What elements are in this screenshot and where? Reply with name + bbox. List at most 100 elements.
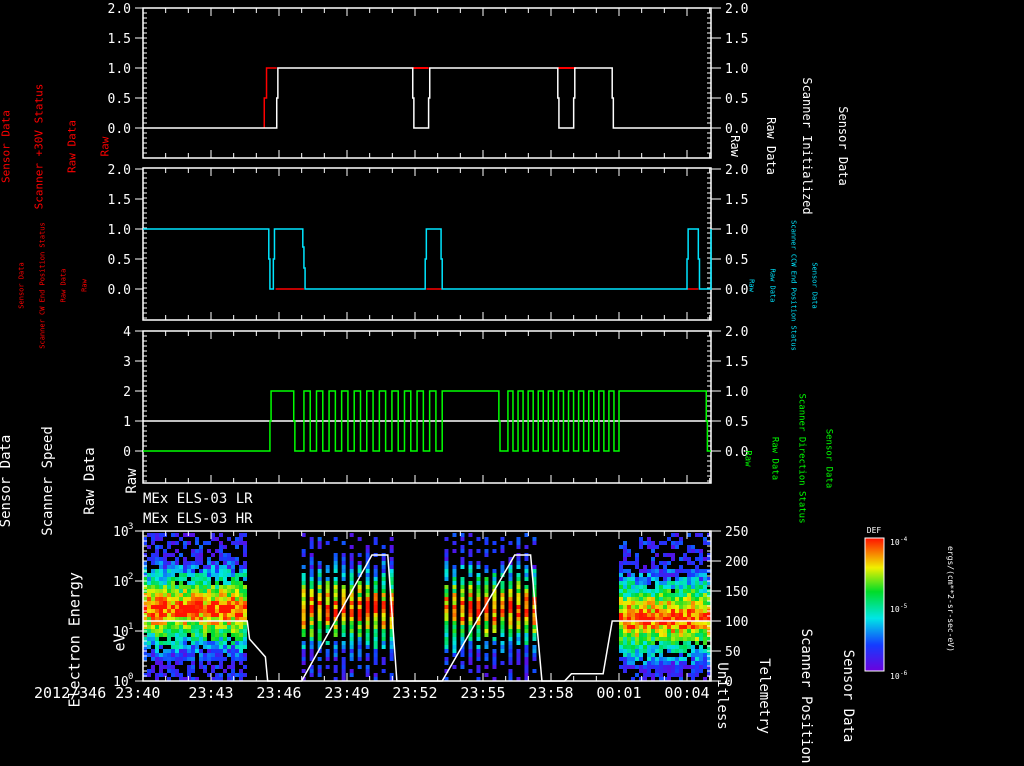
- x-tick-label: 23:49: [324, 684, 370, 702]
- spectrogram-title-lr: MEx ELS-03 LR: [143, 491, 253, 507]
- colorbar-title: DEF: [866, 526, 882, 535]
- svg-text:10: 10: [113, 625, 129, 640]
- svg-text:-6: -6: [900, 670, 908, 677]
- label-line: Raw: [124, 468, 140, 494]
- series-ccw-end-position: [143, 228, 712, 290]
- x-tick-label: 00:04: [664, 684, 710, 702]
- label-line: Telemetry: [756, 658, 772, 734]
- svg-text:1: 1: [123, 415, 131, 430]
- label-line: Scanner Speed: [40, 426, 56, 536]
- colorbar: [864, 537, 885, 672]
- svg-text:10: 10: [890, 538, 900, 547]
- svg-text:2: 2: [128, 572, 133, 582]
- label-line: Raw Data: [59, 268, 68, 303]
- series-scanner-initialized: [143, 67, 711, 129]
- spectrogram-heatmap: [143, 533, 711, 681]
- svg-text:0.0: 0.0: [108, 122, 131, 137]
- label-line: Raw: [747, 279, 756, 292]
- svg-text:1.5: 1.5: [725, 355, 748, 370]
- svg-text:3: 3: [123, 355, 131, 370]
- x-tick-label: 23:52: [392, 684, 438, 702]
- svg-text:1.5: 1.5: [725, 193, 748, 208]
- svg-text:10: 10: [890, 605, 900, 614]
- x-tick-label: 23:43: [188, 684, 234, 702]
- x-axis-start-label: 2012/346 23:40: [34, 684, 161, 702]
- svg-text:0.5: 0.5: [725, 92, 748, 107]
- label-line: Raw: [80, 279, 89, 292]
- svg-text:200: 200: [725, 555, 748, 570]
- svg-text:4: 4: [123, 325, 131, 340]
- series-scanner-position: [143, 554, 710, 682]
- svg-text:2.0: 2.0: [725, 2, 748, 17]
- svg-text:0: 0: [725, 675, 733, 690]
- svg-text:0.0: 0.0: [725, 445, 748, 460]
- panel3-left-axis-label: Sensor Data Scanner Speed Raw Data Raw: [0, 421, 153, 541]
- svg-text:0.5: 0.5: [725, 415, 748, 430]
- label-line: Scanner +30V Status: [32, 83, 46, 210]
- svg-text:150: 150: [725, 585, 748, 600]
- svg-text:10: 10: [890, 672, 900, 681]
- label-line: Sensor Data: [17, 262, 26, 309]
- panel2-right-axis-label: Sensor Data Scanner CCW End Position Sta…: [741, 216, 832, 356]
- panel3-right-axis-label: Sensor Data Scanner Direction Status Raw…: [734, 389, 851, 529]
- x-tick-label: 23:46: [256, 684, 302, 702]
- svg-text:3: 3: [128, 522, 133, 532]
- svg-text:0.5: 0.5: [725, 253, 748, 268]
- svg-text:2.0: 2.0: [725, 325, 748, 340]
- svg-text:10: 10: [113, 525, 129, 540]
- svg-text:1.0: 1.0: [108, 62, 131, 77]
- label-line: Raw Data: [768, 268, 777, 303]
- label-line: Scanner Position: [798, 628, 814, 764]
- svg-text:1.0: 1.0: [108, 223, 131, 238]
- panel1-right-axis-label: Sensor Data Scanner Initialized Raw Data…: [717, 76, 873, 216]
- label-line: Sensor Data: [0, 110, 13, 183]
- svg-text:100: 100: [725, 615, 748, 630]
- svg-text:0: 0: [128, 672, 133, 682]
- label-line: Raw Data: [82, 447, 98, 515]
- svg-text:1.0: 1.0: [725, 223, 748, 238]
- svg-text:0.5: 0.5: [108, 92, 131, 107]
- svg-text:1.5: 1.5: [108, 32, 131, 47]
- svg-text:50: 50: [725, 645, 741, 660]
- svg-text:-4: -4: [900, 536, 908, 543]
- label-line: Scanner CW End Position Status: [38, 222, 47, 349]
- label-line: Sensor Data: [810, 262, 819, 309]
- chart-canvas: 2.0 1.5 1.0 0.5 0.0 2.0 1.5 1.0 0.5 0.0 2.0 1.5 1.0 0…: [108, 2, 908, 690]
- panel1-left-axis-label: Sensor Data Scanner +30V Status Raw Data…: [0, 77, 122, 217]
- svg-text:10: 10: [113, 575, 129, 590]
- svg-text:0: 0: [123, 445, 131, 460]
- svg-text:2: 2: [123, 385, 131, 400]
- colorbar-units-label: ergs/(cm**2-sr-sec-eV): [946, 546, 955, 652]
- svg-text:2.0: 2.0: [108, 2, 131, 17]
- series-scanner-direction: [143, 390, 711, 452]
- label-line: Unitless: [714, 662, 730, 730]
- label-line: Sensor Data: [840, 649, 856, 743]
- svg-text:0.0: 0.0: [108, 283, 131, 298]
- label-line: Raw Data: [65, 120, 79, 173]
- svg-text:1.5: 1.5: [725, 32, 748, 47]
- label-line: Scanner CCW End Position Status: [789, 220, 798, 351]
- label-line: Sensor Data: [836, 106, 850, 186]
- panel2-left-axis-label: Sensor Data Scanner CW End Position Stat…: [5, 216, 96, 356]
- svg-text:1: 1: [128, 622, 133, 632]
- panel-frame: [142, 330, 712, 484]
- label-line: Raw Data: [764, 117, 778, 175]
- svg-text:1.0: 1.0: [725, 385, 748, 400]
- label-line: Raw Data: [769, 436, 780, 481]
- svg-text:2.0: 2.0: [725, 163, 748, 178]
- label-line: Sensor Data: [823, 428, 834, 489]
- spectrogram-title-hr: MEx ELS-03 HR: [143, 511, 253, 527]
- series-30v-status: [263, 67, 277, 128]
- panel4-right-axis-label: Sensor Data Scanner Position Telemetry U…: [701, 626, 883, 766]
- svg-text:1.5: 1.5: [108, 193, 131, 208]
- x-tick-label: 23:58: [528, 684, 574, 702]
- label-line: Raw: [742, 450, 753, 467]
- label-line: Raw: [728, 135, 742, 157]
- x-tick-label: 23:55: [460, 684, 506, 702]
- panel-frame: [142, 7, 712, 159]
- label-line: Scanner Initialized: [800, 77, 814, 215]
- svg-text:10: 10: [113, 675, 129, 690]
- label-line: Scanner Direction Status: [796, 393, 807, 524]
- svg-text:-5: -5: [900, 603, 908, 610]
- svg-text:250: 250: [725, 525, 748, 540]
